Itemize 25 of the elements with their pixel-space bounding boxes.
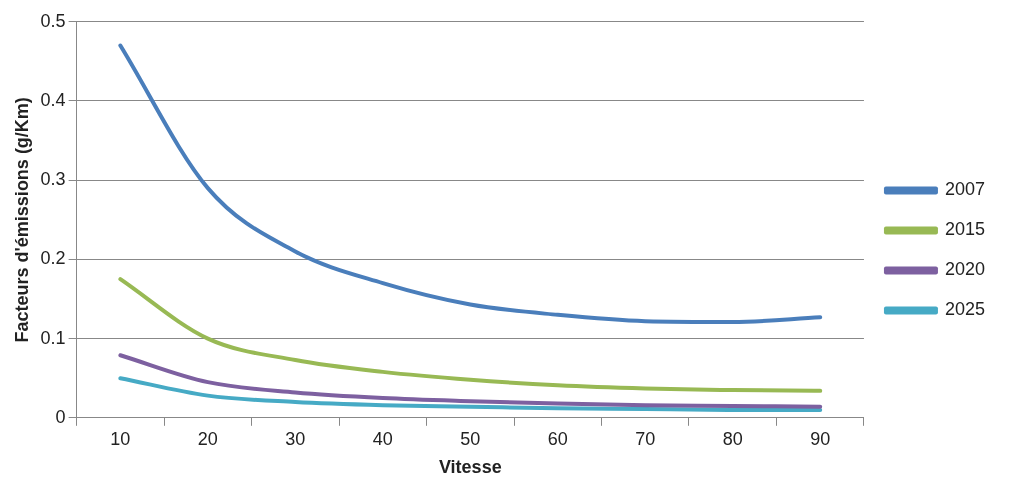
y-tick-label: 0	[55, 406, 66, 427]
y-tick-label: 0.3	[40, 169, 66, 190]
x-tick-label: 60	[547, 428, 568, 449]
x-tick-label: 40	[372, 428, 393, 449]
y-tick-label: 0.1	[40, 327, 66, 348]
legend-label: 2007	[944, 179, 985, 200]
legend-label: 2020	[944, 259, 985, 280]
y-tick-label: 0.5	[40, 10, 66, 31]
x-axis-title: Vitesse	[438, 457, 502, 478]
line-series	[118, 353, 823, 409]
x-tick-label: 90	[810, 428, 831, 449]
y-axis-title: Facteurs d'émissions (g/Km)	[11, 97, 32, 343]
x-tick-label: 70	[635, 428, 656, 449]
legend-label: 2015	[944, 219, 985, 240]
y-tick-label: 0.2	[40, 248, 66, 269]
line-series	[118, 43, 823, 324]
x-tick-label: 30	[285, 428, 306, 449]
legend-label: 2025	[944, 299, 985, 320]
x-tick-label: 20	[197, 428, 218, 449]
y-tick-label: 0.4	[40, 89, 66, 110]
x-tick-label: 50	[460, 428, 481, 449]
x-tick-label: 10	[110, 428, 131, 449]
x-tick-label: 80	[722, 428, 743, 449]
line-series	[118, 376, 823, 412]
line-series	[118, 277, 823, 393]
